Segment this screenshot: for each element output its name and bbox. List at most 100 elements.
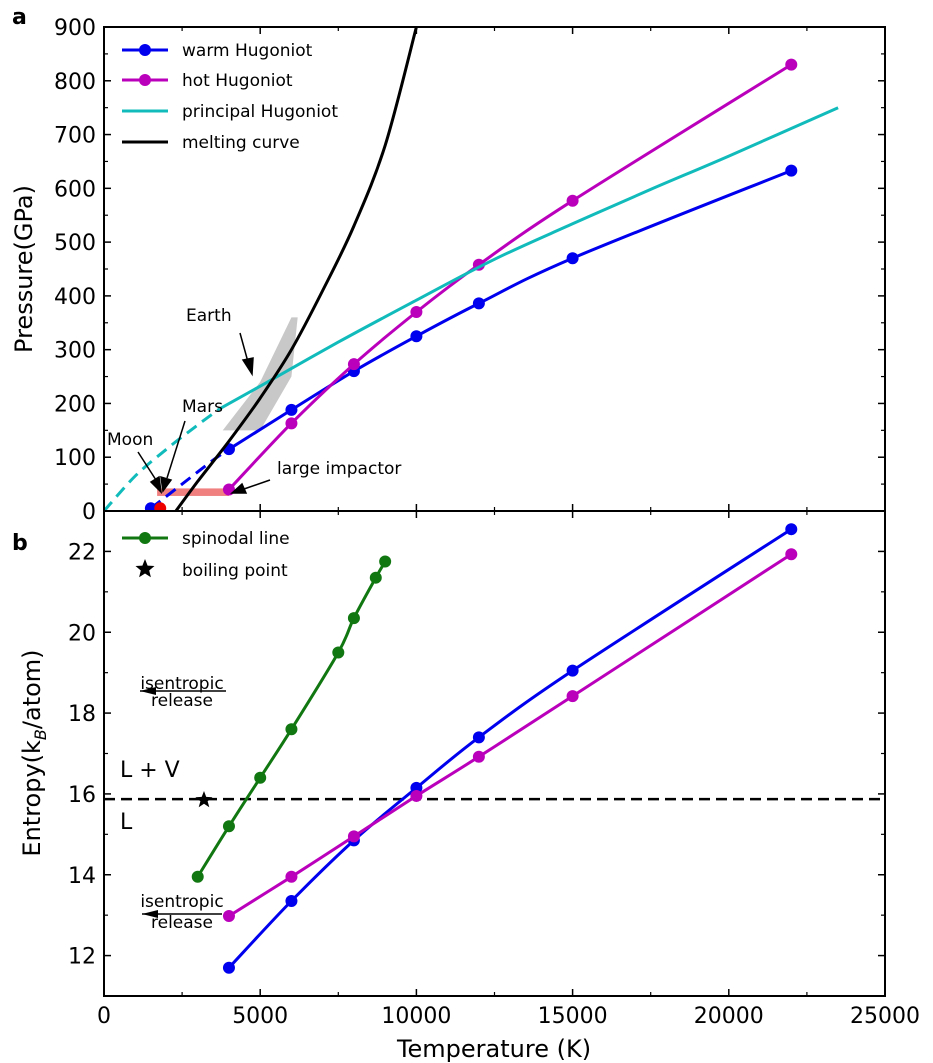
melting-line: [174, 27, 418, 511]
x-tick-label: 20000: [694, 1004, 764, 1029]
spinodal-point: [332, 646, 345, 659]
spinodal-point: [254, 771, 267, 784]
hot-point: [347, 830, 360, 843]
hot-point: [347, 358, 360, 371]
panel-b-plot-area: [104, 523, 885, 974]
spinodal-point: [347, 612, 360, 625]
legend-label: principal Hugoniot: [182, 102, 338, 122]
hot-line: [228, 552, 793, 918]
large-impactor-band: [157, 488, 229, 496]
red-point: [154, 502, 167, 511]
legend-item-boiling-point: boiling point: [135, 559, 288, 581]
y-tick-label: 22: [68, 540, 96, 565]
isentropic-release-top-line1: isentropic: [140, 674, 223, 694]
y-tick-label: 12: [68, 945, 96, 970]
legend-label: melting curve: [182, 133, 300, 153]
release-arrow-head-icon: [140, 687, 156, 695]
spinodal-point: [222, 820, 235, 833]
spinodal-point: [285, 723, 298, 736]
panel-b-frame: [103, 510, 886, 997]
y-tick-label: 0: [82, 500, 96, 525]
isentropic-release-top-line2: release: [151, 691, 213, 711]
warm-point: [285, 403, 298, 416]
liquid-label: L: [120, 810, 133, 835]
y-tick-label: 600: [54, 177, 96, 202]
legend-label: warm Hugoniot: [182, 41, 313, 61]
y-tick-label: 20: [68, 621, 96, 646]
hot-point: [566, 690, 579, 703]
panel-b-y-axis-label: Entropy(kB/atom): [18, 649, 50, 856]
panel-b-legend: spinodal line boiling point: [122, 529, 290, 581]
y-tick-label: 500: [54, 231, 96, 256]
y-tick-label: 200: [54, 392, 96, 417]
x-tick-label: 25000: [850, 1004, 920, 1029]
legend-item-spinodal-line: spinodal line: [122, 529, 290, 549]
spinodal-point: [369, 571, 382, 584]
warm-point: [566, 664, 579, 677]
liquid-vapor-label: L + V: [120, 758, 180, 783]
y-tick-label: 18: [68, 702, 96, 727]
release-arrow-head-icon: [142, 910, 158, 918]
hot-point: [566, 194, 579, 207]
x-tick-label: 0: [97, 1004, 111, 1029]
panel-a-letter: a: [12, 5, 27, 30]
warm-point: [472, 297, 485, 310]
boiling-point-star: [195, 791, 213, 808]
warm-point: [566, 252, 579, 265]
panel-b-ticks: 12 14 16 18 20 22 0 5000 10000 15000 20000 25000: [68, 510, 920, 1029]
moon-label: Moon: [107, 430, 153, 450]
warm-line: [227, 527, 793, 969]
spinodal-point: [379, 555, 392, 568]
warm-point: [410, 330, 423, 343]
y-tick-label: 14: [68, 864, 96, 889]
annotation-arrows: [137, 332, 271, 495]
warm-point: [285, 895, 298, 908]
y-tick-label: 800: [54, 70, 96, 95]
warm-dashed-extension: [149, 447, 230, 510]
y-tick-label: 100: [54, 446, 96, 471]
isentropic-release-bottom-line1: isentropic: [140, 892, 223, 912]
hot-point: [410, 306, 423, 319]
hot-point: [285, 417, 298, 430]
spinodal-point: [191, 870, 204, 883]
hot-line: [227, 63, 793, 491]
warm-start-point: [144, 502, 157, 511]
principal-line: [218, 106, 839, 411]
y-tick-label: 700: [54, 124, 96, 149]
y-tick-label: 900: [54, 16, 96, 41]
panel-a-plot-area: [104, 27, 839, 511]
legend-item-hot-hugoniot: hot Hugoniot: [122, 71, 293, 91]
legend-label: hot Hugoniot: [182, 71, 293, 91]
principal-dashed-extension: [104, 407, 221, 511]
hot-point: [410, 789, 423, 802]
earth-band: [222, 317, 298, 431]
hot-point: [472, 750, 485, 763]
panel-b-letter: b: [12, 531, 28, 556]
mars-label: Mars: [182, 397, 223, 417]
isentropic-release-bottom: isentropic release: [140, 892, 223, 933]
legend-item-melting-curve: melting curve: [122, 133, 300, 153]
panel-a-y-axis-label: Pressure(GPa): [10, 185, 38, 353]
x-tick-label: 5000: [232, 1004, 288, 1029]
warm-point: [472, 731, 485, 744]
legend-item-principal-hugoniot: principal Hugoniot: [122, 102, 338, 122]
earth-label: Earth: [186, 306, 232, 326]
legend-label: spinodal line: [182, 529, 290, 549]
legend-item-warm-hugoniot: warm Hugoniot: [122, 41, 313, 61]
warm-point: [785, 523, 798, 536]
legend-label: boiling point: [182, 561, 288, 581]
x-axis-label: Temperature (K): [396, 1035, 591, 1063]
hot-point: [285, 870, 298, 883]
hot-point: [785, 548, 798, 561]
hot-point: [785, 58, 798, 71]
y-tick-label: 400: [54, 285, 96, 310]
large-impactor-label: large impactor: [277, 459, 401, 479]
star-icon: [135, 559, 155, 578]
hot-point: [222, 909, 235, 922]
y-tick-label: 16: [68, 783, 96, 808]
panel-a-legend: warm Hugoniot hot Hugoniot principal Hug…: [122, 41, 338, 153]
warm-point: [785, 164, 798, 177]
panel-a-frame: [103, 26, 886, 512]
